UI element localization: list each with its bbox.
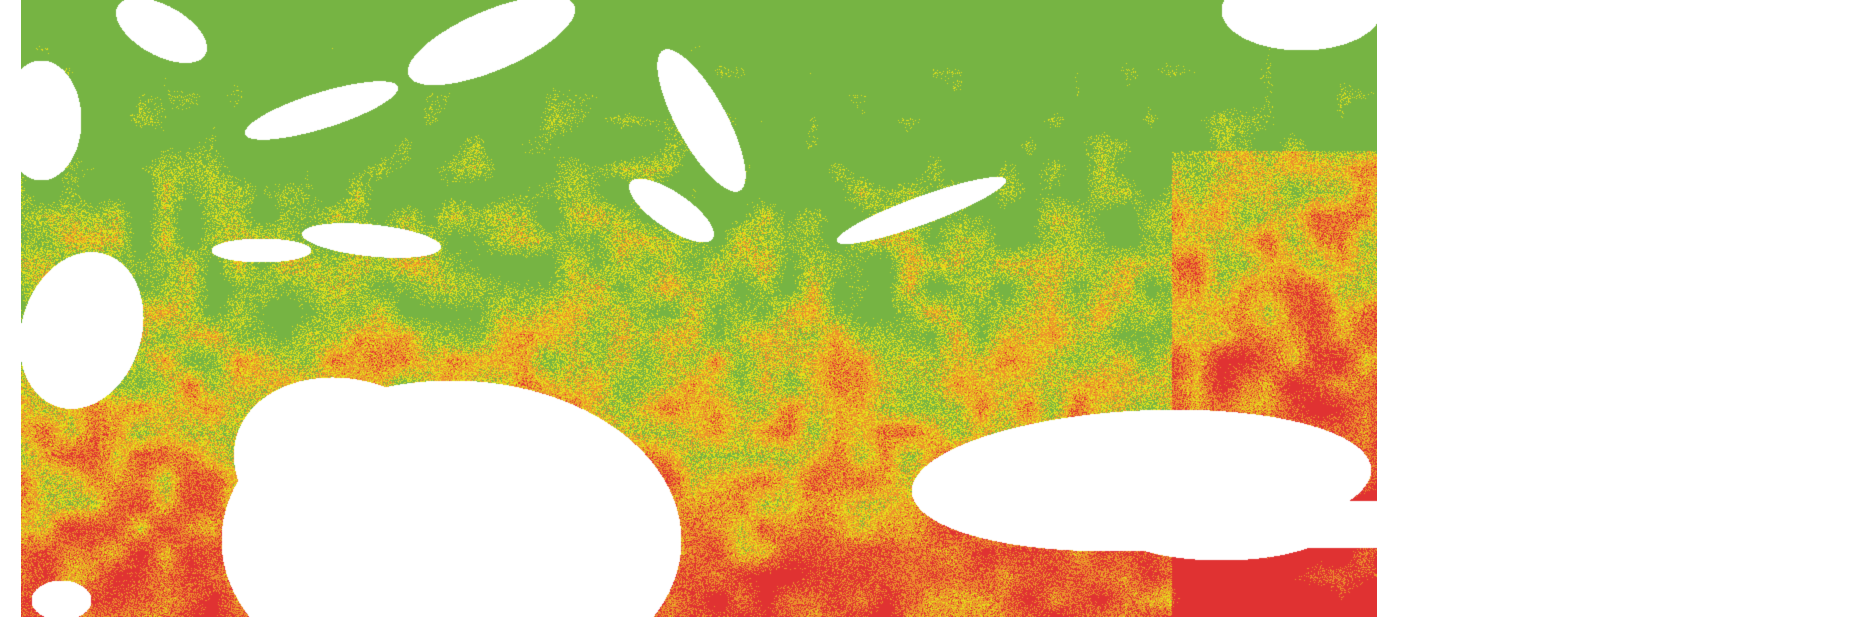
classified-raster-map [21, 0, 1377, 617]
